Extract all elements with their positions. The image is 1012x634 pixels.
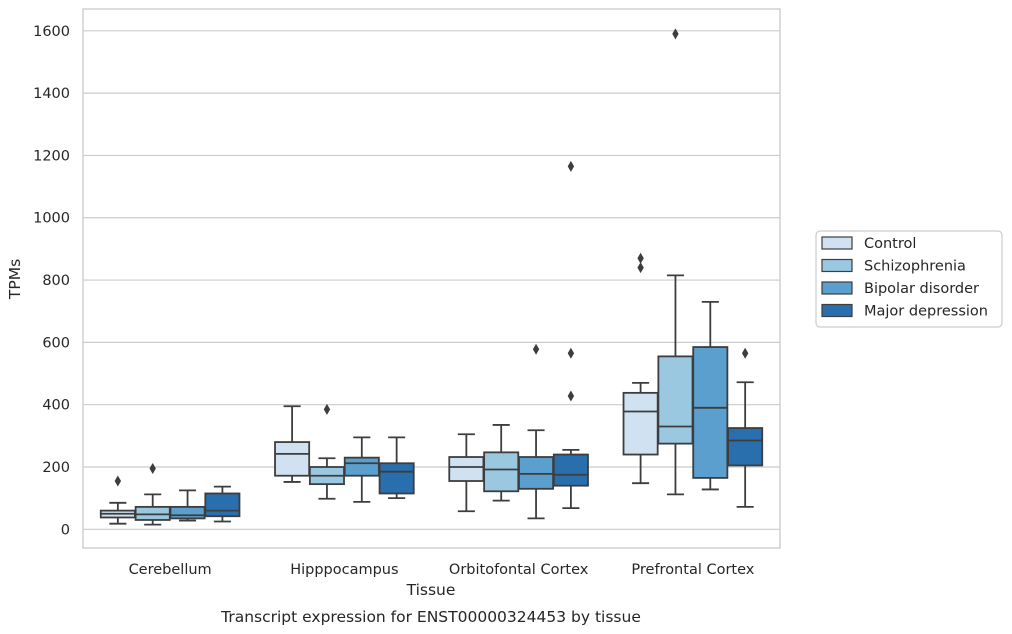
outlier-point bbox=[149, 463, 156, 475]
box-major-depression bbox=[378, 436, 415, 500]
outlier-point bbox=[114, 475, 122, 487]
iqr-box bbox=[622, 391, 659, 456]
legend-label: Bipolar disorder bbox=[864, 281, 979, 297]
iqr-box bbox=[204, 492, 241, 518]
x-tick-label: Cerebellum bbox=[129, 562, 212, 578]
legend-label: Control bbox=[864, 236, 916, 252]
outlier-point bbox=[567, 160, 575, 172]
y-tick-label: 800 bbox=[42, 273, 70, 289]
plot-frame bbox=[82, 8, 781, 549]
box-plot-boxes bbox=[99, 28, 764, 526]
legend: Control Schizophrenia Bipolar disorder Majo… bbox=[815, 230, 1003, 328]
iqr-box bbox=[692, 346, 729, 479]
box-schizophrenia bbox=[134, 463, 171, 526]
outlier-point bbox=[741, 347, 749, 359]
legend-swatch bbox=[821, 281, 853, 295]
box-bipolar-disorder bbox=[343, 436, 380, 503]
box-schizophrenia bbox=[483, 424, 520, 502]
box-major-depression bbox=[552, 160, 589, 510]
legend-swatch bbox=[821, 236, 853, 250]
chart-caption: Transcript expression for ENST0000032445… bbox=[220, 608, 641, 626]
x-axis-title: Tissue bbox=[406, 581, 456, 599]
box-bipolar-disorder bbox=[692, 300, 729, 491]
y-tick-label: 200 bbox=[42, 460, 70, 476]
x-tick-label: Hipppocampus bbox=[290, 562, 398, 578]
gridlines bbox=[83, 30, 780, 530]
box-schizophrenia bbox=[657, 28, 694, 496]
box-bipolar-disorder bbox=[518, 343, 555, 520]
outlier-point bbox=[567, 347, 575, 359]
y-tick-label: 1400 bbox=[33, 86, 70, 102]
iqr-box bbox=[518, 456, 555, 490]
box-control bbox=[99, 475, 136, 525]
iqr-box bbox=[552, 453, 589, 487]
iqr-box bbox=[343, 456, 380, 477]
y-tick-label: 1200 bbox=[33, 148, 70, 164]
y-tick-label: 400 bbox=[42, 398, 70, 414]
box-schizophrenia bbox=[308, 403, 345, 500]
legend-label: Schizophrenia bbox=[864, 259, 966, 275]
outlier-point bbox=[637, 262, 644, 274]
iqr-box bbox=[378, 462, 415, 495]
box-control bbox=[274, 405, 311, 483]
x-tick-label: Orbitofontal Cortex bbox=[449, 562, 589, 578]
x-tick-labels: Cerebellum Hipppocampus Orbitofontal Corte… bbox=[129, 562, 755, 578]
box-bipolar-disorder bbox=[169, 489, 206, 522]
legend-label: Major depression bbox=[864, 304, 988, 320]
outlier-point bbox=[532, 343, 540, 355]
iqr-box bbox=[657, 355, 694, 445]
outlier-point bbox=[567, 390, 575, 402]
outlier-point bbox=[637, 252, 644, 264]
box-major-depression bbox=[727, 347, 764, 508]
y-tick-labels: 0 200 400 600 800 1000 1200 1400 1600 bbox=[33, 24, 70, 538]
box-control bbox=[622, 252, 659, 485]
outlier-point bbox=[672, 28, 679, 40]
iqr-box bbox=[727, 427, 764, 467]
iqr-box bbox=[448, 456, 485, 482]
y-tick-label: 600 bbox=[42, 335, 70, 351]
iqr-box bbox=[274, 441, 311, 477]
y-tick-label: 0 bbox=[61, 522, 70, 538]
iqr-box bbox=[483, 451, 520, 493]
legend-swatch bbox=[821, 258, 853, 273]
outlier-point bbox=[323, 403, 331, 415]
box-major-depression bbox=[204, 485, 241, 523]
box-control bbox=[448, 433, 485, 513]
iqr-box bbox=[134, 505, 171, 521]
legend-swatch bbox=[821, 303, 853, 318]
x-tick-label: Prefrontal Cortex bbox=[631, 562, 754, 578]
iqr-box bbox=[169, 505, 206, 520]
y-tick-label: 1600 bbox=[33, 24, 70, 40]
legend-frame bbox=[815, 230, 1003, 328]
y-tick-label: 1000 bbox=[33, 211, 70, 227]
y-axis-title: TPMs bbox=[6, 259, 24, 300]
